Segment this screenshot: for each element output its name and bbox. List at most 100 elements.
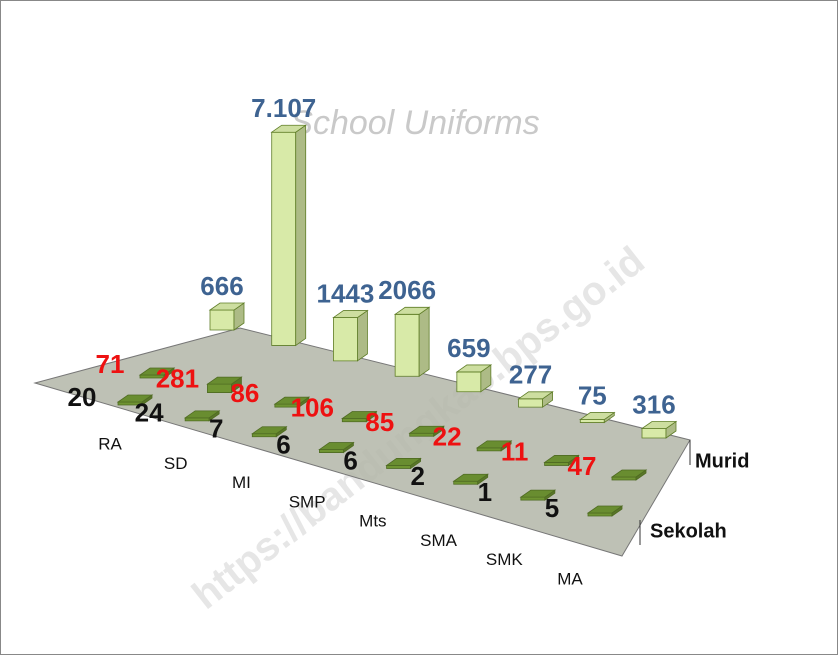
bar-face bbox=[408, 425, 445, 434]
bar-face bbox=[295, 124, 307, 347]
bar-face bbox=[251, 426, 288, 435]
bar-face bbox=[452, 473, 489, 482]
x-tick-label: MA bbox=[557, 569, 583, 588]
bar bbox=[519, 489, 557, 501]
background-text: School Uniforms bbox=[290, 104, 539, 142]
x-tick-label: SMA bbox=[420, 531, 458, 550]
bar bbox=[408, 425, 445, 438]
bar bbox=[452, 473, 489, 486]
bar bbox=[579, 411, 616, 424]
bar-face bbox=[579, 412, 616, 420]
bar-face bbox=[579, 419, 605, 423]
bar-face bbox=[184, 417, 210, 422]
bar-face bbox=[271, 131, 297, 346]
value-label: 6 bbox=[276, 429, 290, 459]
bar bbox=[586, 505, 624, 517]
value-label: 47 bbox=[568, 451, 597, 481]
bar-face bbox=[518, 398, 543, 408]
bar-face bbox=[206, 376, 243, 385]
bar-face bbox=[270, 124, 307, 133]
value-label: 316 bbox=[632, 389, 675, 419]
x-tick-label: RA bbox=[98, 434, 122, 453]
value-label: 71 bbox=[96, 349, 125, 379]
bar-face bbox=[183, 410, 221, 419]
bar bbox=[116, 394, 154, 406]
bar bbox=[332, 309, 369, 362]
bar bbox=[385, 457, 422, 470]
x-tick-label: SMK bbox=[486, 550, 524, 569]
bar-face bbox=[453, 480, 479, 485]
legend-label: Sekolah bbox=[650, 520, 727, 542]
bar-face bbox=[207, 383, 232, 393]
bar-face bbox=[138, 367, 176, 376]
value-label: 5 bbox=[545, 493, 559, 523]
value-label: 281 bbox=[156, 363, 199, 393]
bar-face bbox=[640, 421, 678, 429]
bar-face bbox=[394, 313, 420, 377]
value-label: 106 bbox=[291, 393, 334, 423]
bar bbox=[318, 441, 355, 454]
value-label: 666 bbox=[200, 271, 243, 301]
bar bbox=[543, 454, 580, 467]
value-label: 86 bbox=[230, 378, 259, 408]
bar-face bbox=[319, 449, 344, 453]
bar bbox=[341, 410, 378, 423]
bar bbox=[183, 410, 221, 422]
bar-face bbox=[333, 317, 358, 362]
bar-face bbox=[475, 440, 513, 449]
bar bbox=[475, 440, 513, 452]
x-tick-label: SD bbox=[164, 454, 188, 473]
bar-face bbox=[385, 458, 422, 466]
x-tick-label: SMP bbox=[289, 492, 326, 511]
bar bbox=[138, 367, 176, 379]
value-label: 20 bbox=[68, 382, 97, 412]
bar-face bbox=[386, 465, 411, 469]
bar-face bbox=[341, 418, 367, 423]
value-label: 85 bbox=[365, 407, 394, 437]
value-label: 277 bbox=[509, 360, 552, 390]
bar-face bbox=[476, 447, 502, 452]
bar-face bbox=[611, 476, 637, 481]
bar-face bbox=[116, 394, 154, 403]
bar-face bbox=[273, 396, 311, 405]
bar-face bbox=[251, 433, 277, 438]
bar-face bbox=[641, 428, 667, 439]
bar-face bbox=[543, 455, 580, 463]
bar-face bbox=[409, 432, 435, 437]
bar bbox=[455, 364, 493, 393]
bar-face bbox=[418, 306, 430, 378]
value-label: 6 bbox=[343, 445, 357, 475]
bar-face bbox=[318, 442, 355, 450]
bar bbox=[393, 306, 431, 378]
bar-face bbox=[519, 489, 557, 498]
bar bbox=[517, 391, 554, 408]
legend-label: Murid bbox=[695, 450, 749, 472]
value-label: 7.107 bbox=[251, 93, 316, 123]
value-label: 1 bbox=[478, 477, 492, 507]
bar-face bbox=[341, 411, 378, 419]
x-tick-label: Mts bbox=[359, 512, 386, 531]
bar-face bbox=[357, 309, 368, 362]
bar bbox=[640, 420, 678, 439]
bar bbox=[273, 396, 311, 408]
bar-face bbox=[332, 310, 369, 318]
value-label: 7 bbox=[209, 414, 223, 444]
bar-face bbox=[520, 496, 546, 501]
value-label: 1443 bbox=[317, 278, 375, 308]
bar-face bbox=[517, 391, 554, 400]
bar-face bbox=[610, 469, 648, 478]
value-label: 2 bbox=[410, 461, 424, 491]
value-label: 2066 bbox=[378, 275, 436, 305]
bar bbox=[251, 425, 288, 438]
bar-face bbox=[455, 364, 493, 373]
bar-face bbox=[544, 462, 569, 466]
bar-face bbox=[586, 505, 624, 514]
bar-face bbox=[587, 512, 613, 517]
bar-face bbox=[208, 302, 246, 311]
x-tick-label: MI bbox=[232, 473, 251, 492]
bar bbox=[208, 302, 246, 331]
bar-face bbox=[393, 306, 431, 315]
bar-face bbox=[456, 371, 482, 393]
value-label: 22 bbox=[433, 422, 462, 452]
